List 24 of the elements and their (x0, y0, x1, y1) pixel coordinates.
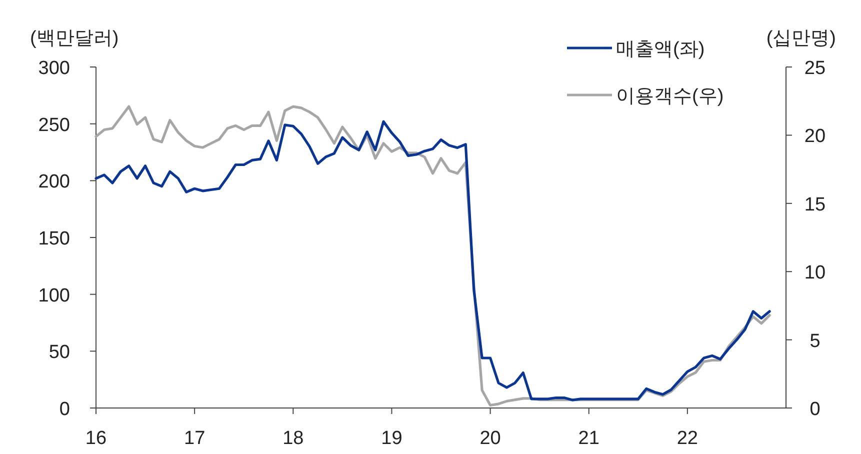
y2-tick-label: 5 (810, 330, 820, 352)
y-tick-label: 50 (48, 342, 70, 364)
x-tick-label: 21 (578, 428, 600, 449)
y-tick-label: 300 (38, 58, 70, 79)
x-tick-label: 17 (184, 428, 206, 449)
legend-label: 매출액(좌) (616, 39, 705, 60)
x-tick-label: 16 (85, 428, 107, 449)
y-tick-label: 200 (38, 172, 70, 193)
y-tick-label: 250 (38, 114, 70, 136)
y-tick-label: 100 (38, 285, 70, 306)
x-tick-label: 20 (480, 428, 501, 449)
y2-tick-label: 25 (804, 58, 826, 79)
y2-axis-title: (십만명) (766, 28, 836, 49)
y2-tick-label: 0 (810, 399, 820, 420)
y-axis-title: (백만달러) (30, 28, 119, 49)
y2-tick-label: 15 (804, 194, 826, 216)
y-tick-label: 150 (38, 228, 70, 250)
y2-tick-label: 10 (804, 262, 826, 284)
y-tick-label: 0 (59, 399, 70, 420)
x-tick-label: 19 (381, 428, 402, 449)
y2-tick-label: 20 (804, 126, 826, 148)
x-tick-label: 22 (676, 428, 698, 449)
x-tick-label: 18 (282, 428, 304, 449)
legend-label: 이용객수(우) (616, 86, 724, 107)
